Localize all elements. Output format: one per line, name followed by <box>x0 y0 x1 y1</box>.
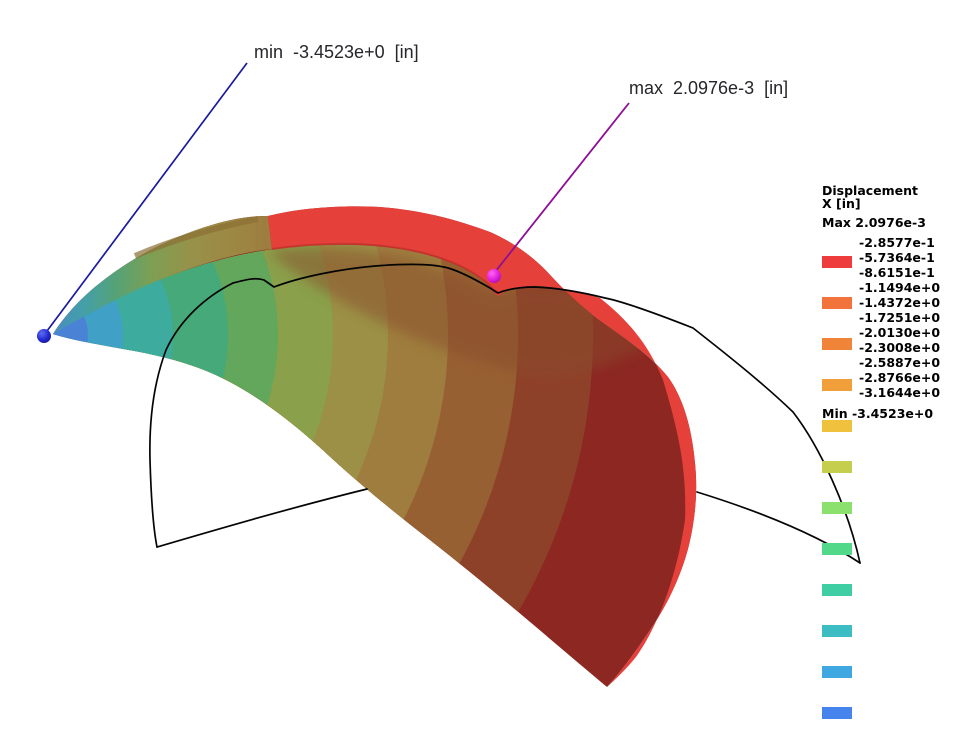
legend-boundary-value: -2.3008e+0 <box>859 340 941 355</box>
result-markers <box>37 62 630 343</box>
legend-units: X [in] <box>822 196 861 211</box>
legend-swatch <box>822 666 852 678</box>
crest-strip <box>53 216 272 334</box>
legend-boundary-value: -1.4372e+0 <box>859 295 941 310</box>
legend-boundary-value: -2.5887e+0 <box>859 355 941 370</box>
max-annotation-label: max 2.0976e-3 [in] <box>629 78 789 98</box>
legend-boundary-value: -5.7364e-1 <box>859 250 935 265</box>
wireframe-left-arc <box>149 282 234 548</box>
legend-boundary-value: -8.6151e-1 <box>859 265 935 280</box>
legend-max-value: Max 2.0976e-3 <box>822 215 926 230</box>
legend-swatch <box>822 338 852 350</box>
wireframe-crest-and-right-arc <box>232 263 861 564</box>
deformed-shell <box>53 206 697 687</box>
legend-swatch <box>822 256 852 268</box>
legend-boundary-value: -1.1494e+0 <box>859 280 941 295</box>
legend-swatch <box>822 543 852 555</box>
max-marker[interactable] <box>487 269 501 283</box>
crest-shading <box>268 248 648 374</box>
legend-title: Displacement <box>822 183 919 198</box>
crest-strip-top-edge <box>133 216 259 259</box>
min-leader-line <box>46 62 248 332</box>
legend-swatch <box>822 502 852 514</box>
legend-swatch <box>822 584 852 596</box>
legend-swatch-column <box>822 230 852 748</box>
min-marker[interactable] <box>37 329 51 343</box>
legend-boundary-value: -3.1644e+0 <box>859 385 941 400</box>
legend-swatch <box>822 297 852 309</box>
wireframe-bottom-left-arc <box>156 488 368 548</box>
legend-swatch <box>822 461 852 473</box>
red-patch-lower-edge <box>271 242 496 294</box>
legend-min-value: Min -3.4523e+0 <box>822 406 934 421</box>
max-leader-line <box>494 102 630 273</box>
legend-swatch <box>822 625 852 637</box>
legend-boundary-value: -2.0130e+0 <box>859 325 941 340</box>
legend-boundary-value: -2.8577e-1 <box>859 235 935 250</box>
min-annotation-label: min -3.4523e+0 [in] <box>254 42 419 62</box>
legend-swatch <box>822 707 852 719</box>
colorbar-legend: Displacement X [in] Max 2.0976e-3 -2.857… <box>822 183 964 719</box>
3d-viewport[interactable] <box>0 0 964 727</box>
legend-boundary-value: -2.8766e+0 <box>859 370 941 385</box>
legend-swatch <box>822 379 852 391</box>
legend-swatch <box>822 420 852 432</box>
legend-boundary-value: -1.7251e+0 <box>859 310 941 325</box>
